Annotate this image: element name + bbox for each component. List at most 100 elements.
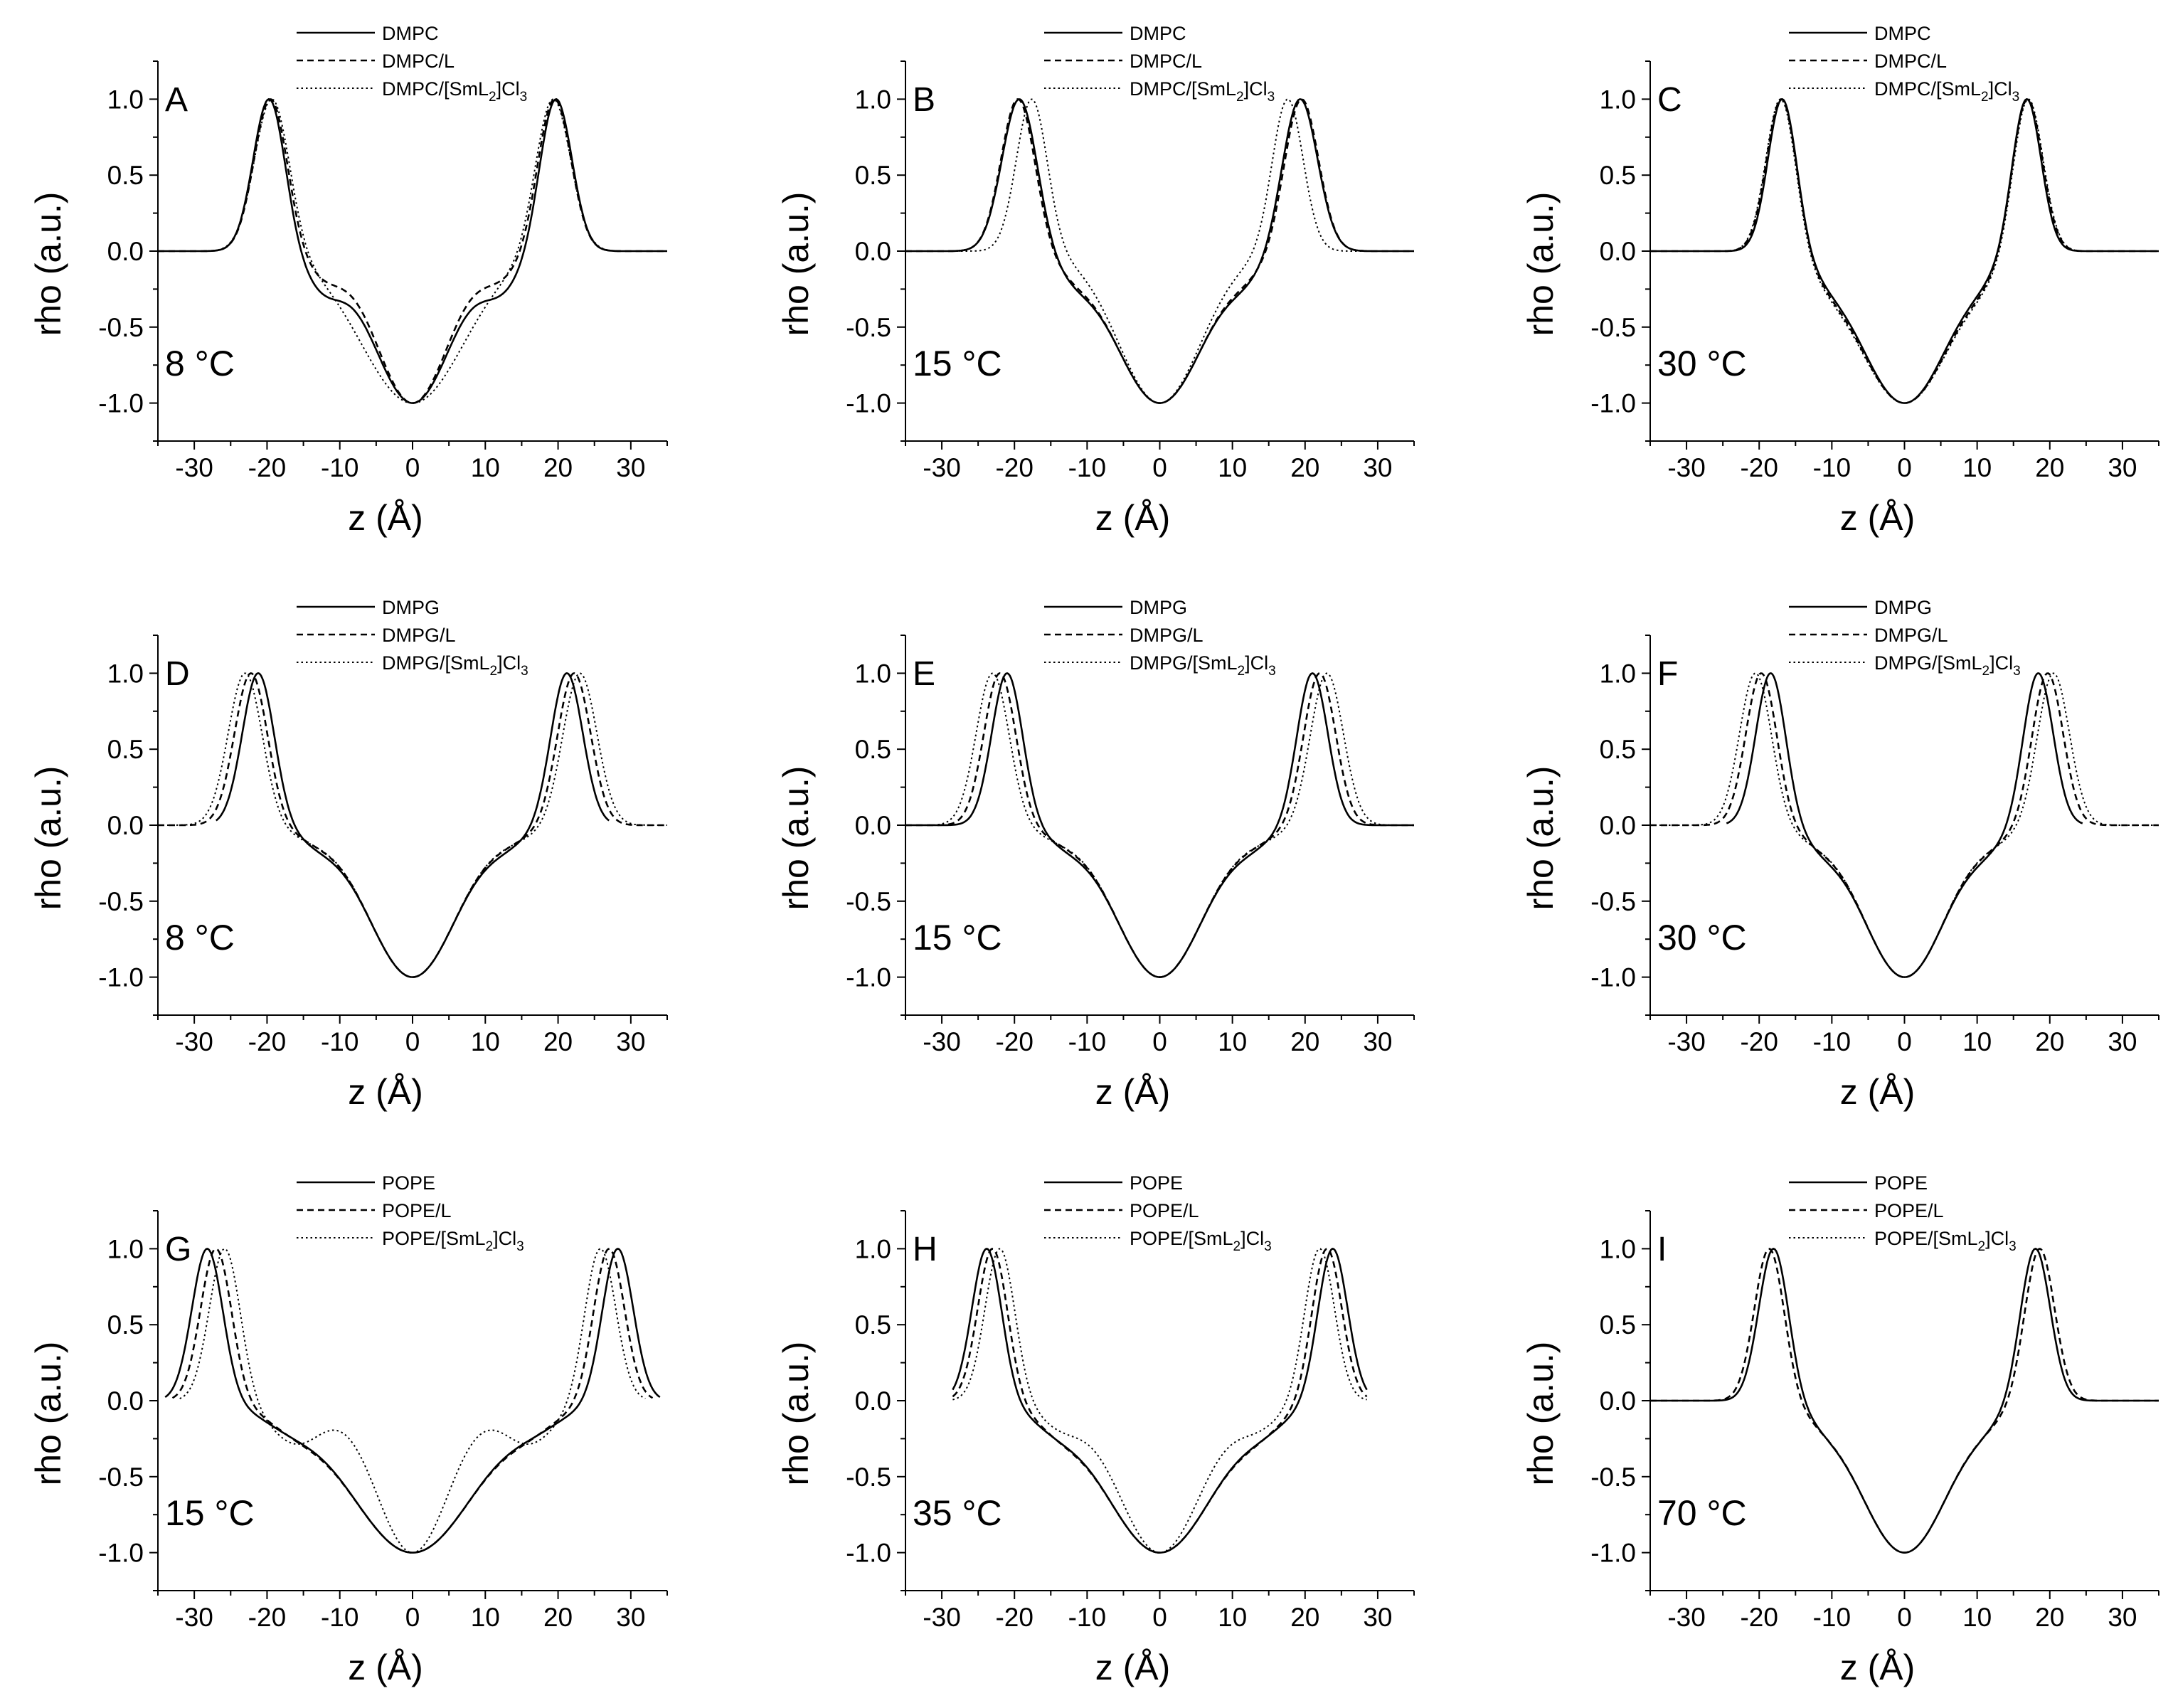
- y-tick-label: 0.0: [855, 237, 891, 266]
- y-tick-label: -0.5: [846, 887, 891, 916]
- chart-panel-f: -30 -20 -10 0 10 20 30 -1.0 -0.5 0.0 0.5 1.0 z (Å) rh…: [1521, 597, 2159, 1112]
- y-tick-label: 1.0: [855, 659, 891, 688]
- panel-letter: D: [165, 655, 190, 693]
- x-tick-label: 10: [471, 453, 500, 482]
- y-tick-label: -0.5: [846, 1463, 891, 1492]
- y-tick-label: 0.5: [1600, 735, 1636, 764]
- y-tick-label: 1.0: [855, 85, 891, 114]
- chart-panel-c: -30 -20 -10 0 10 20 30 -1.0 -0.5 0.0 0.5 1.0 z (Å) rh…: [1521, 23, 2159, 538]
- legend-label: DMPC: [382, 23, 439, 44]
- temperature-label: 15 °C: [913, 918, 1002, 958]
- series-line-solid: [215, 672, 610, 978]
- series-line-dashed: [158, 98, 667, 404]
- series-line-dashed: [905, 98, 1414, 404]
- chart-panel-h: -30 -20 -10 0 10 20 30 -1.0 -0.5 0.0 0.5 1.0 z (Å) rh…: [776, 1172, 1415, 1687]
- temperature-label: 70 °C: [1657, 1493, 1747, 1533]
- y-tick-label: 0.0: [1600, 237, 1636, 266]
- legend-label: POPE/[SmL2]Cl3: [1130, 1228, 1272, 1254]
- x-axis-title: z (Å): [348, 1072, 423, 1112]
- x-tick-label: -20: [1740, 453, 1778, 482]
- x-axis-title: z (Å): [1840, 1072, 1916, 1112]
- series-line-dashed: [952, 1248, 1368, 1554]
- series-line-solid: [952, 1248, 1368, 1554]
- temperature-label: 35 °C: [913, 1493, 1002, 1533]
- y-tick-label: -0.5: [1590, 887, 1636, 916]
- x-tick-label: 0: [405, 1027, 420, 1056]
- legend-label: DMPG: [382, 597, 440, 618]
- x-tick-label: -20: [995, 453, 1033, 482]
- x-tick-label: -10: [1068, 1603, 1106, 1632]
- x-tick-label: 0: [1897, 1603, 1912, 1632]
- y-tick-label: -1.0: [846, 389, 891, 418]
- x-tick-label: 0: [1897, 453, 1912, 482]
- x-tick-label: 10: [1218, 1027, 1247, 1056]
- legend-label: DMPG/[SmL2]Cl3: [1130, 652, 1276, 679]
- series-line-dashed: [1650, 1248, 2159, 1554]
- series-line-dotted: [179, 1248, 646, 1554]
- y-tick-label: 0.0: [1600, 1386, 1636, 1416]
- x-tick-label: 0: [1152, 1027, 1167, 1056]
- y-tick-label: 1.0: [855, 1234, 891, 1263]
- x-tick-label: -20: [1740, 1027, 1778, 1056]
- y-axis-title: rho (a.u.): [776, 192, 816, 336]
- y-axis-title: rho (a.u.): [1521, 766, 1561, 911]
- y-tick-label: 0.0: [107, 811, 144, 840]
- x-axis-title: z (Å): [348, 498, 423, 538]
- chart-panel-b: -30 -20 -10 0 10 20 30 -1.0 -0.5 0.0 0.5 1.0 z (Å) rh…: [776, 23, 1415, 538]
- y-tick-label: 0.5: [855, 1310, 891, 1340]
- x-tick-label: 20: [2035, 1603, 2064, 1632]
- panel-letter: H: [913, 1231, 937, 1268]
- x-tick-label: -20: [995, 1603, 1033, 1632]
- x-tick-label: -30: [923, 453, 960, 482]
- x-tick-label: 20: [543, 453, 573, 482]
- y-tick-label: 1.0: [1600, 1234, 1636, 1263]
- x-axis-title: z (Å): [1095, 498, 1171, 538]
- x-tick-label: 10: [1962, 1027, 1992, 1056]
- y-tick-label: 0.0: [107, 237, 144, 266]
- legend-label: POPE/[SmL2]Cl3: [382, 1228, 524, 1254]
- y-tick-label: 0.0: [855, 811, 891, 840]
- legend-label: DMPG/L: [1874, 625, 1948, 646]
- series-line-dotted: [1650, 672, 2159, 978]
- x-axis-title: z (Å): [348, 1648, 423, 1687]
- chart-panel-d: -30 -20 -10 0 10 20 30 -1.0 -0.5 0.0 0.5 1.0 z (Å) rh…: [28, 597, 668, 1112]
- y-tick-label: -0.5: [98, 887, 144, 916]
- temperature-label: 30 °C: [1657, 918, 1747, 958]
- x-tick-label: -10: [1068, 453, 1106, 482]
- y-tick-label: 0.5: [1600, 1310, 1636, 1340]
- x-tick-label: -20: [995, 1027, 1033, 1056]
- chart-panel-a: -30 -20 -10 0 10 20 30 -1.0 -0.5 0.0 0.5 1.0 z (Å) rh…: [28, 23, 668, 538]
- y-axis-title: rho (a.u.): [28, 192, 68, 336]
- y-tick-label: 0.5: [1600, 161, 1636, 190]
- x-tick-label: 20: [1290, 1027, 1319, 1056]
- y-tick-label: -1.0: [846, 1539, 891, 1568]
- x-tick-label: -30: [175, 453, 213, 482]
- legend-label: POPE: [382, 1172, 435, 1194]
- panel-letter: E: [913, 655, 935, 693]
- temperature-label: 30 °C: [1657, 344, 1747, 383]
- x-tick-label: 0: [1897, 1027, 1912, 1056]
- legend-label: POPE/L: [1130, 1200, 1199, 1221]
- temperature-label: 15 °C: [913, 344, 1002, 383]
- y-tick-label: 0.0: [855, 1386, 891, 1416]
- x-tick-label: 20: [1290, 1603, 1319, 1632]
- x-tick-label: -10: [321, 1603, 358, 1632]
- x-tick-label: 30: [616, 453, 645, 482]
- x-tick-label: -30: [175, 1603, 213, 1632]
- x-tick-label: 10: [1962, 1603, 1992, 1632]
- x-tick-label: 0: [405, 453, 420, 482]
- temperature-label: 8 °C: [165, 344, 235, 383]
- legend-label: DMPC/L: [1874, 51, 1947, 72]
- legend-label: DMPG/[SmL2]Cl3: [382, 652, 528, 679]
- chart-panel-e: -30 -20 -10 0 10 20 30 -1.0 -0.5 0.0 0.5 1.0 z (Å) rh…: [776, 597, 1415, 1112]
- y-tick-label: 1.0: [107, 659, 144, 688]
- legend-label: POPE/[SmL2]Cl3: [1874, 1228, 2017, 1254]
- x-tick-label: 30: [1363, 1027, 1392, 1056]
- legend-label: DMPG/[SmL2]Cl3: [1874, 652, 2021, 679]
- x-tick-label: 30: [1363, 453, 1392, 482]
- x-tick-label: 30: [616, 1603, 645, 1632]
- panel-letter: C: [1657, 81, 1682, 119]
- legend-label: DMPC: [1874, 23, 1931, 44]
- y-axis-title: rho (a.u.): [28, 1342, 68, 1486]
- x-tick-label: 20: [2035, 1027, 2064, 1056]
